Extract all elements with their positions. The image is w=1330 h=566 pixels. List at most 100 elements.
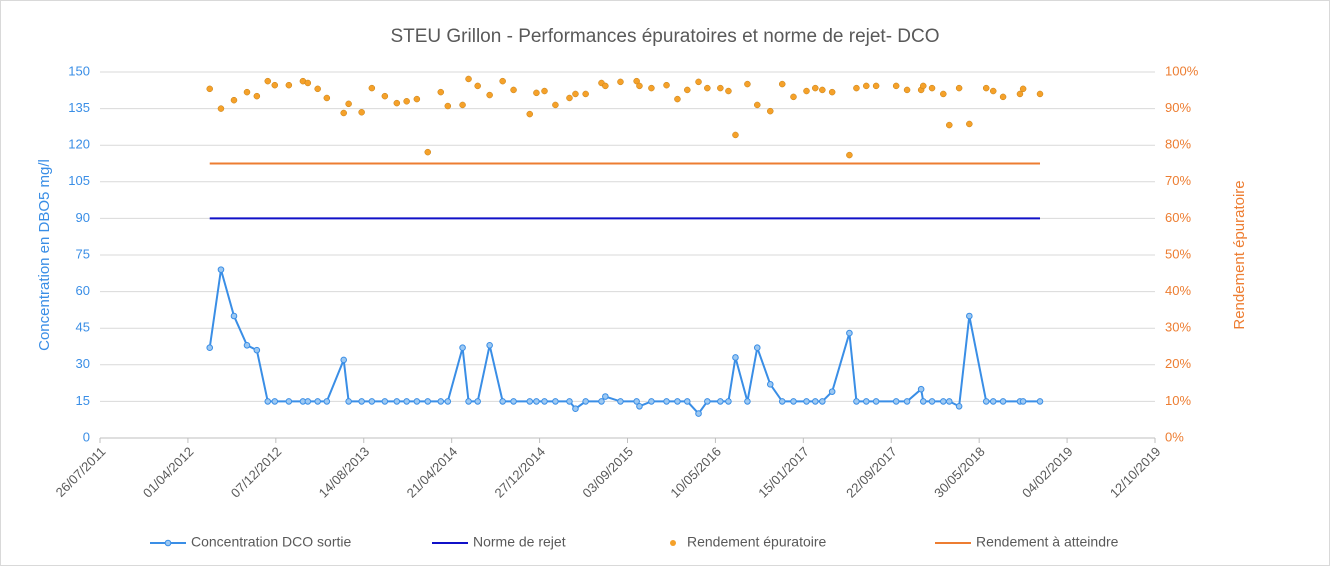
- scatter-point: [526, 110, 533, 118]
- scatter-point: [684, 86, 691, 94]
- line-marker: [444, 398, 452, 405]
- line-marker: [778, 398, 786, 405]
- scatter-point: [381, 92, 389, 100]
- y2-tick-label: 70%: [1165, 173, 1191, 188]
- scatter-point: [253, 92, 261, 100]
- line-marker: [285, 398, 293, 405]
- y2-tick-label: 100%: [1165, 63, 1199, 78]
- scatter-point: [510, 86, 517, 94]
- y2-tick-label: 50%: [1165, 246, 1191, 261]
- line-marker: [989, 398, 997, 405]
- line-marker: [552, 398, 559, 405]
- line-marker: [939, 398, 947, 405]
- scatter-point: [636, 82, 643, 90]
- scatter-point: [828, 88, 836, 96]
- scatter-point: [264, 77, 271, 85]
- line-marker: [340, 356, 348, 364]
- scatter-point: [403, 98, 410, 105]
- line-marker: [955, 402, 963, 410]
- line-marker: [582, 398, 589, 405]
- scatter-point: [459, 101, 466, 109]
- line-marker: [474, 398, 481, 405]
- line-marker: [648, 398, 655, 405]
- scatter-point: [778, 80, 786, 88]
- line-marker: [345, 398, 352, 405]
- line-marker: [368, 398, 376, 405]
- y2-tick-label: 30%: [1165, 320, 1191, 335]
- scatter-point: [486, 91, 493, 99]
- line-marker: [566, 398, 573, 405]
- line-marker: [892, 398, 900, 405]
- y-tick-label: 135: [68, 100, 90, 115]
- y-tick-label: 45: [76, 320, 90, 335]
- scatter-point: [853, 84, 860, 92]
- line-marker: [541, 398, 548, 405]
- scatter-point: [465, 75, 472, 83]
- scatter-point: [955, 84, 963, 92]
- scatter-point: [966, 120, 973, 128]
- line-marker: [872, 398, 880, 405]
- line-marker: [633, 398, 640, 405]
- line-marker: [264, 398, 272, 405]
- line-marker: [717, 398, 724, 405]
- line-marker: [217, 266, 225, 273]
- line-marker: [945, 398, 953, 405]
- y-tick-label: 105: [68, 173, 90, 188]
- scatter-point: [732, 131, 739, 139]
- line-marker: [674, 398, 681, 405]
- line-marker: [486, 341, 493, 349]
- line-marker: [393, 398, 401, 405]
- line-marker: [206, 344, 214, 352]
- scatter-point: [1036, 90, 1044, 98]
- line-marker: [819, 398, 826, 405]
- line-marker: [381, 398, 389, 405]
- scatter-point: [946, 121, 953, 129]
- y-tick-label: 30: [76, 356, 90, 371]
- scatter-point: [920, 82, 927, 90]
- scatter-point: [230, 96, 238, 104]
- scatter-point: [541, 87, 548, 95]
- scatter-point: [663, 81, 670, 89]
- y-tick-label: 150: [68, 63, 90, 78]
- line-marker: [790, 398, 797, 405]
- line-marker: [304, 398, 312, 405]
- scatter-point: [314, 85, 321, 93]
- scatter-point: [206, 85, 213, 93]
- line-marker: [853, 398, 860, 405]
- legend-marker: [670, 540, 676, 546]
- scatter-point: [393, 99, 401, 107]
- scatter-point: [872, 82, 880, 90]
- scatter-point: [217, 105, 225, 112]
- scatter-point: [499, 77, 506, 85]
- y2-axis-label: Rendement épuratoire: [1231, 180, 1248, 329]
- scatter-point: [358, 109, 365, 116]
- line-marker: [803, 398, 810, 405]
- line-marker: [903, 398, 911, 405]
- line-marker: [465, 398, 472, 405]
- scatter-point: [819, 86, 826, 94]
- scatter-point: [474, 82, 481, 90]
- line-marker: [1036, 398, 1044, 405]
- line-marker: [663, 398, 670, 405]
- line-marker: [598, 398, 605, 405]
- scatter-point: [790, 93, 797, 101]
- scatter-point: [803, 87, 810, 95]
- scatter-point: [602, 82, 609, 90]
- y2-tick-label: 0%: [1165, 429, 1184, 444]
- y2-tick-label: 40%: [1165, 283, 1191, 298]
- line-marker: [999, 398, 1007, 405]
- scatter-point: [982, 84, 990, 92]
- scatter-point: [413, 95, 421, 103]
- scatter-point: [754, 101, 761, 109]
- scatter-point: [566, 94, 573, 102]
- line-marker: [510, 398, 517, 405]
- y-tick-label: 0: [83, 429, 90, 444]
- scatter-point: [243, 88, 251, 96]
- line-marker: [828, 388, 836, 395]
- line-marker: [862, 398, 870, 405]
- line-marker: [358, 398, 365, 405]
- line-marker: [403, 398, 410, 405]
